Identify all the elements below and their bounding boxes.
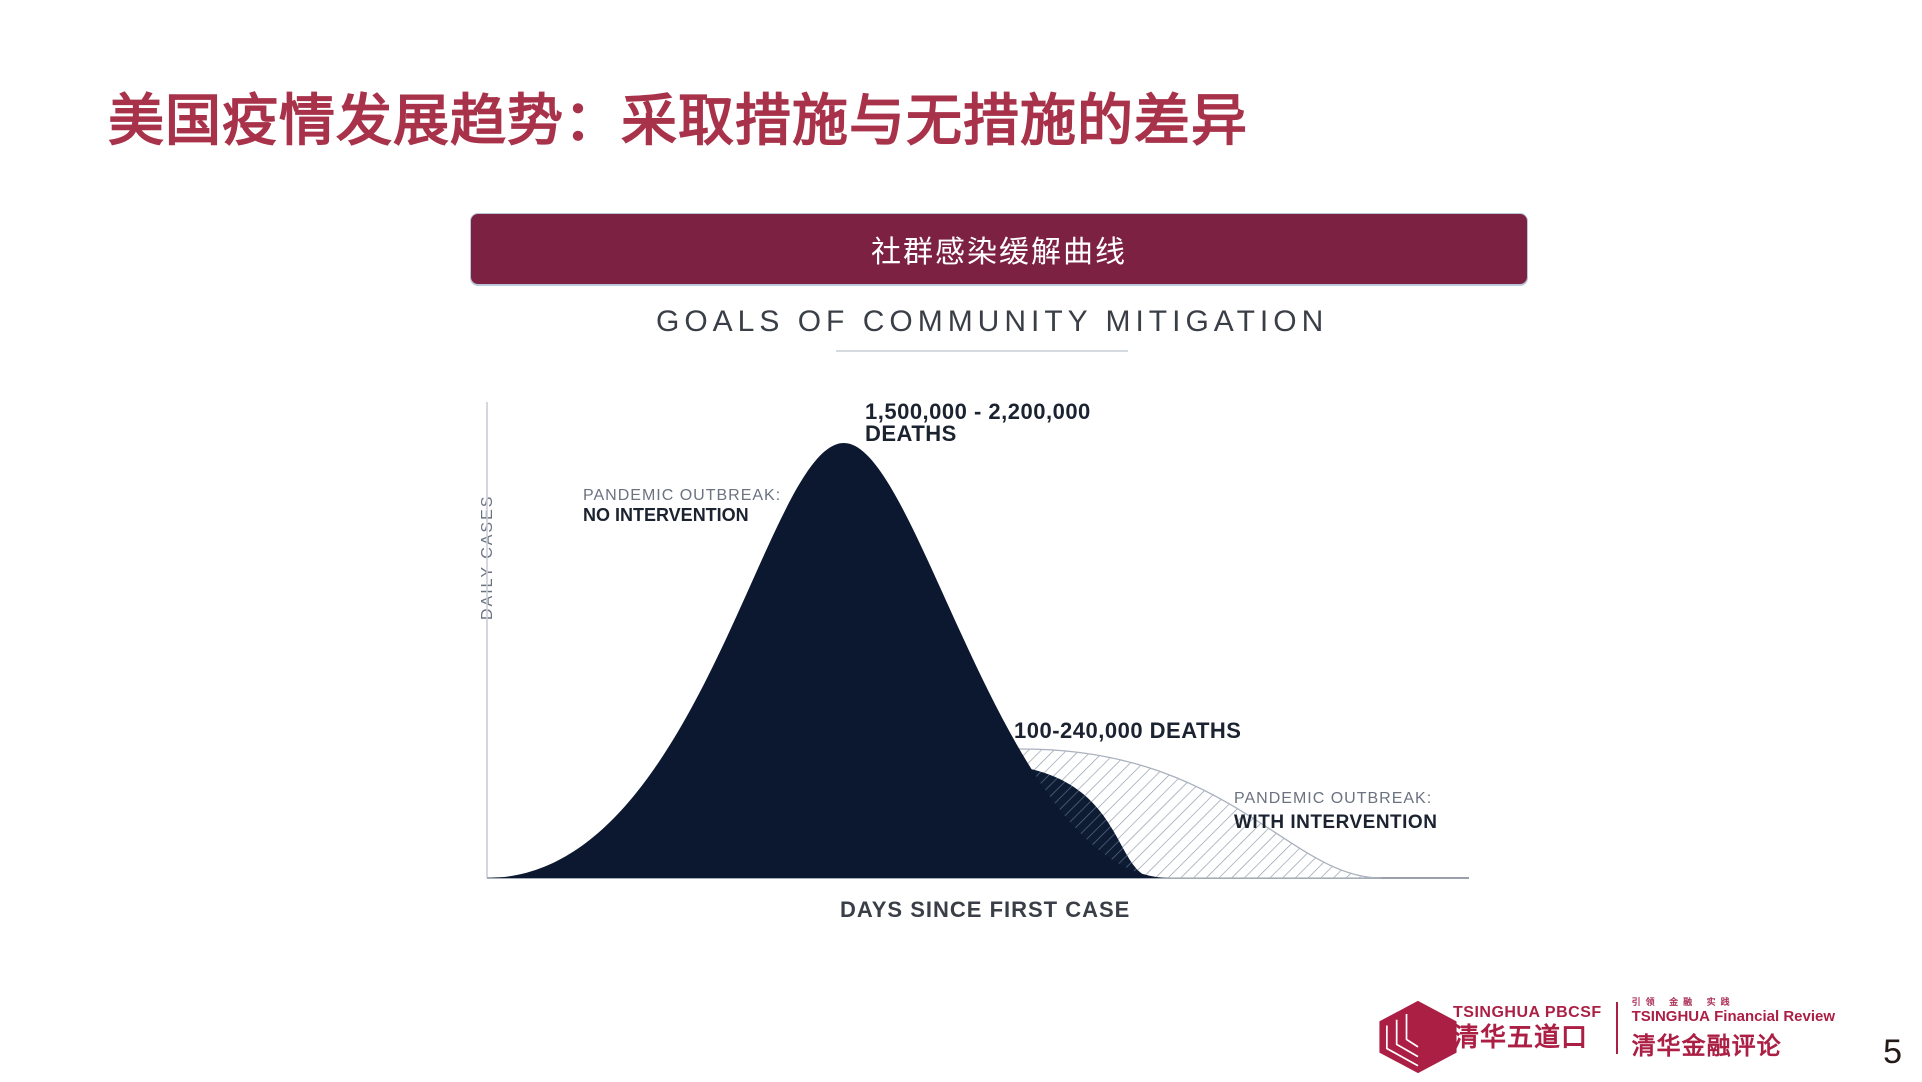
svg-text:DEATHS: DEATHS [865, 421, 957, 446]
svg-text:PANDEMIC OUTBREAK:: PANDEMIC OUTBREAK: [1234, 790, 1432, 807]
svg-text:PANDEMIC OUTBREAK:: PANDEMIC OUTBREAK: [583, 487, 781, 504]
svg-text:DAYS SINCE FIRST CASE: DAYS SINCE FIRST CASE [840, 897, 1130, 922]
svg-text:GOALS OF COMMUNITY MITIGATION: GOALS OF COMMUNITY MITIGATION [656, 305, 1328, 338]
svg-text:100-240,000 DEATHS: 100-240,000 DEATHS [1014, 718, 1242, 743]
svg-text:NO INTERVENTION: NO INTERVENTION [583, 505, 749, 525]
svg-text:WITH INTERVENTION: WITH INTERVENTION [1234, 812, 1437, 833]
